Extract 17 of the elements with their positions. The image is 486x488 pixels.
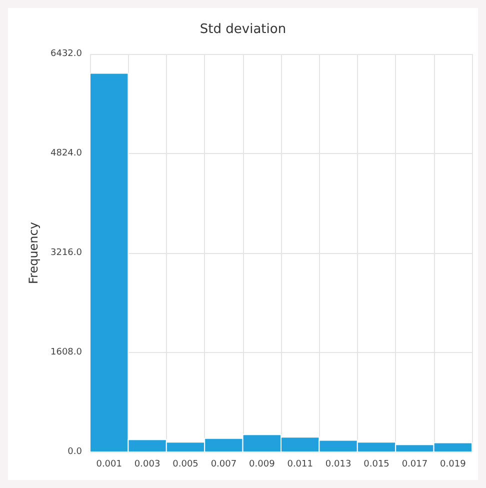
x-tick-label: 0.009	[249, 460, 276, 470]
x-tick-label: 0.003	[134, 460, 160, 470]
x-tick-label: 0.005	[172, 460, 198, 470]
x-tick-label: 0.019	[440, 460, 466, 470]
y-tick-label: 1608.0	[50, 348, 82, 358]
y-tick-label: 6432.0	[50, 49, 82, 59]
x-tick-label: 0.015	[364, 460, 390, 470]
x-tick-label: 0.013	[325, 460, 352, 470]
y-axis-title: Frequency	[26, 222, 41, 284]
x-tick-label: 0.017	[402, 460, 428, 470]
x-tick-label: 0.011	[287, 460, 313, 470]
y-tick-label: 0.0	[68, 447, 82, 457]
x-tick-label: 0.007	[210, 460, 237, 470]
x-tick-label: 0.001	[96, 460, 122, 470]
y-tick-label: 4824.0	[50, 148, 82, 158]
chart-title: Std deviation	[200, 22, 286, 37]
y-tick-label: 3216.0	[50, 248, 82, 258]
